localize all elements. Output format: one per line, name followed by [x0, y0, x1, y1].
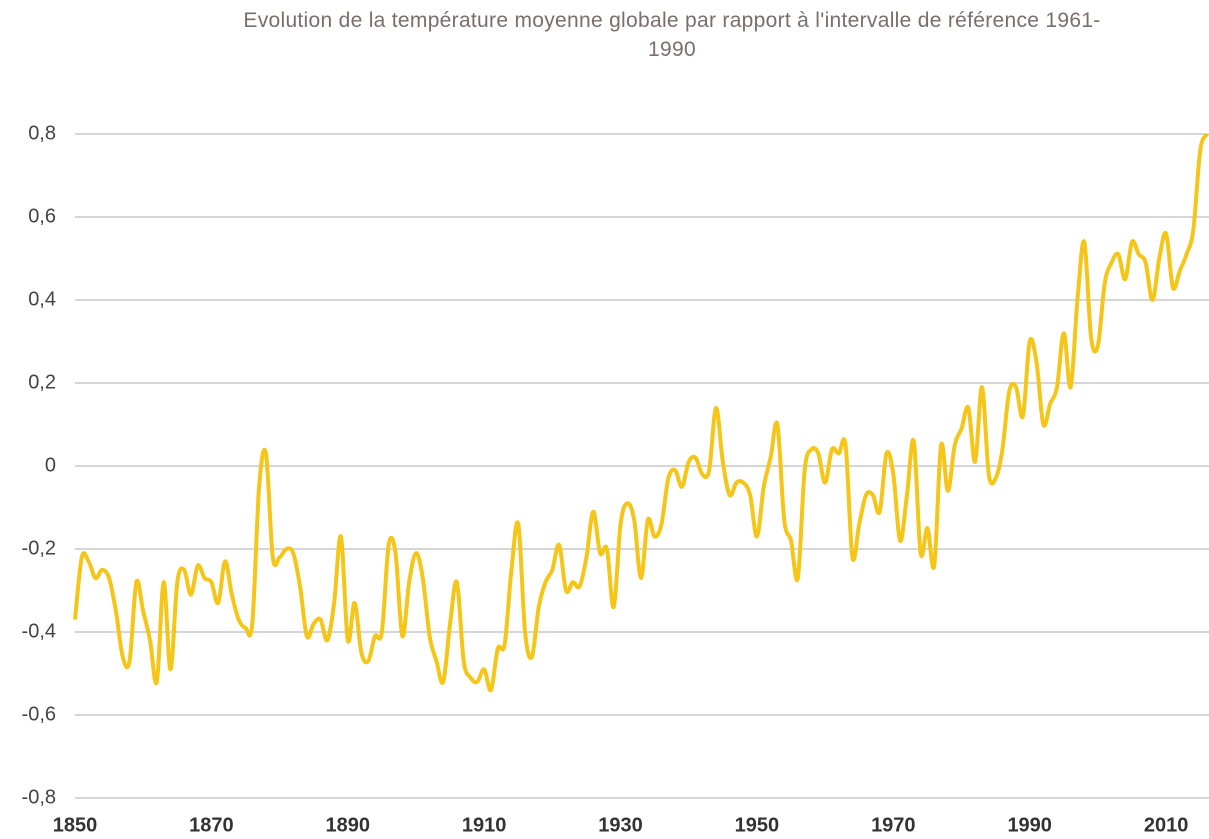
x-tick-label: 2010	[1144, 814, 1189, 836]
x-tick-label: 1930	[598, 814, 643, 836]
y-tick-label: 0,4	[28, 288, 56, 310]
y-tick-label: 0,8	[28, 122, 56, 144]
y-tick-label: -0,8	[22, 786, 56, 808]
x-tick-label: 1850	[53, 814, 98, 836]
x-tick-label: 1970	[871, 814, 916, 836]
y-tick-label: 0,6	[28, 205, 56, 227]
y-tick-label: 0,2	[28, 371, 56, 393]
x-tick-label: 1870	[189, 814, 234, 836]
y-tick-label: 0	[45, 454, 56, 476]
temperature-line	[73, 132, 1209, 693]
x-tick-label: 1890	[326, 814, 371, 836]
y-tick-label: -0,4	[22, 620, 56, 642]
y-tick-label: -0,2	[22, 537, 56, 559]
x-tick-label: 1910	[462, 814, 507, 836]
x-tick-label: 1950	[735, 814, 780, 836]
y-tick-label: -0,6	[22, 703, 56, 725]
x-tick-label: 1990	[1007, 814, 1052, 836]
chart-title: Evolution de la température moyenne glob…	[243, 9, 1101, 61]
